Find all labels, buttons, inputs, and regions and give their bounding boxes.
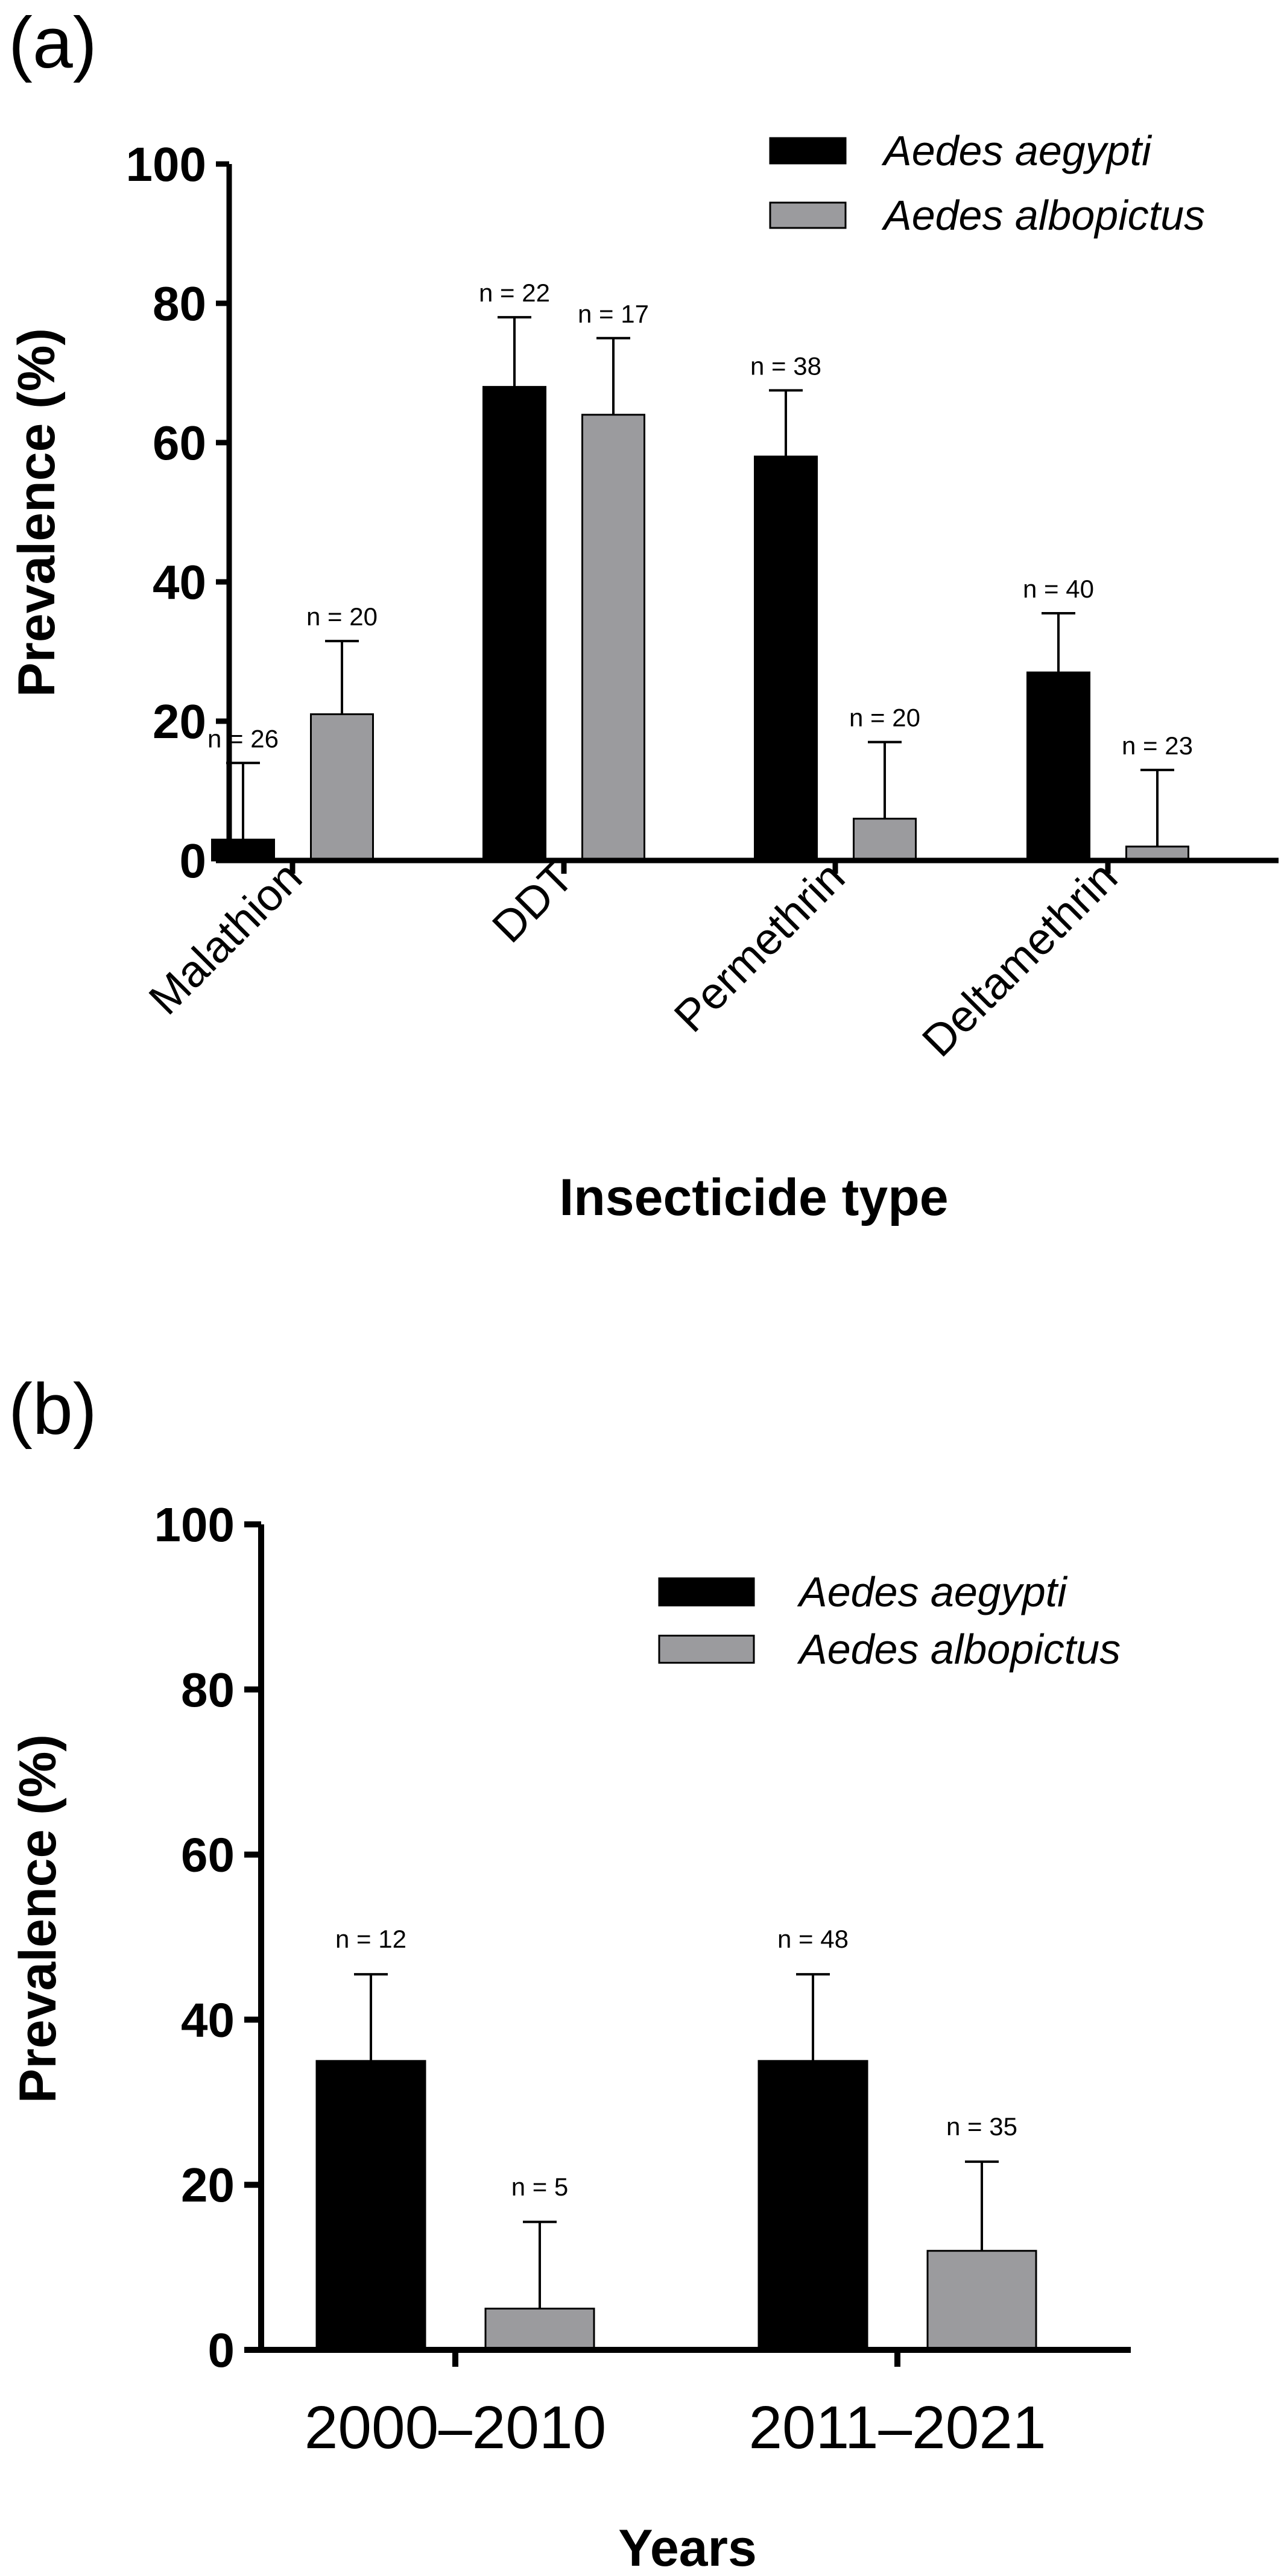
sample-size-label: n = 23 (1122, 731, 1193, 760)
bar (754, 455, 818, 862)
x-tick-label: 2000–2010 (305, 2394, 607, 2461)
sample-size-label: n = 20 (306, 602, 378, 631)
y-tick-label: 60 (181, 1828, 235, 1882)
legend-entry: Aedes aegypti (881, 127, 1153, 174)
panel-label: (b) (8, 1369, 97, 1450)
bar (1026, 671, 1090, 862)
y-tick-label: 80 (181, 1663, 235, 1717)
y-tick-label: 0 (208, 2323, 235, 2377)
sample-size-label: n = 20 (849, 704, 920, 732)
legend-swatch (658, 1577, 755, 1606)
bar (310, 713, 374, 862)
legend-swatch (769, 201, 847, 229)
panel-a-chart: (a) 0 20 40 60 80 100 Prevalence (%) n = 26 n = 2… (8, 2, 1279, 1226)
y-tick-label: 40 (153, 555, 206, 609)
y-tick-label: 20 (181, 2158, 235, 2212)
sample-size-label: n = 38 (750, 352, 821, 380)
y-axis-label: Prevalence (%) (9, 1734, 67, 2103)
x-tick-label: Deltamethrin (912, 852, 1127, 1066)
legend-entry: Aedes albopictus (797, 1626, 1121, 1673)
sample-size-label: n = 40 (1023, 575, 1094, 603)
x-tick-label: 2011–2021 (748, 2394, 1046, 2461)
panel-b-chart: (b) 0 20 40 60 80 100 Prevalence (%) n = 12 n = 4… (8, 1369, 1131, 2576)
y-tick-label: 20 (153, 695, 206, 748)
bar (484, 2308, 595, 2351)
y-tick-label: 0 (180, 834, 207, 888)
sample-size-label: n = 12 (335, 1925, 406, 1953)
x-tick-label: Permethrin (665, 852, 855, 1042)
sample-size-label: n = 5 (511, 2173, 569, 2201)
bar (853, 818, 917, 862)
bar (757, 2060, 868, 2351)
sample-size-label: n = 35 (946, 2112, 1017, 2141)
x-tick-label: DDT (482, 852, 583, 952)
legend: Aedes aegypti Aedes albopictus (769, 127, 1205, 239)
x-axis-label: Years (618, 2519, 757, 2576)
sample-size-label: n = 17 (578, 300, 649, 328)
y-tick-label: 60 (153, 416, 206, 470)
legend-entry: Aedes albopictus (881, 192, 1205, 239)
panel-label: (a) (8, 2, 97, 83)
bar (315, 2060, 426, 2351)
legend-swatch (658, 1635, 755, 1664)
y-tick-label: 100 (154, 1498, 235, 1552)
bar (581, 414, 645, 862)
x-axis-label: Insecticide type (559, 1169, 948, 1226)
legend-entry: Aedes aegypti (797, 1568, 1068, 1615)
bar (926, 2250, 1037, 2351)
bar (211, 838, 275, 862)
sample-size-label: n = 22 (479, 279, 550, 307)
legend-swatch (769, 137, 847, 165)
y-tick-label: 100 (126, 137, 206, 191)
sample-size-label: n = 26 (207, 724, 279, 753)
y-tick-label: 80 (153, 277, 206, 330)
sample-size-label: n = 48 (777, 1925, 849, 1953)
bar (482, 386, 546, 862)
legend: Aedes aegypti Aedes albopictus (658, 1568, 1121, 1673)
y-axis-label: Prevalence (%) (8, 328, 66, 697)
x-tick-label: Malathion (139, 852, 312, 1024)
y-tick-label: 40 (181, 1993, 235, 2047)
